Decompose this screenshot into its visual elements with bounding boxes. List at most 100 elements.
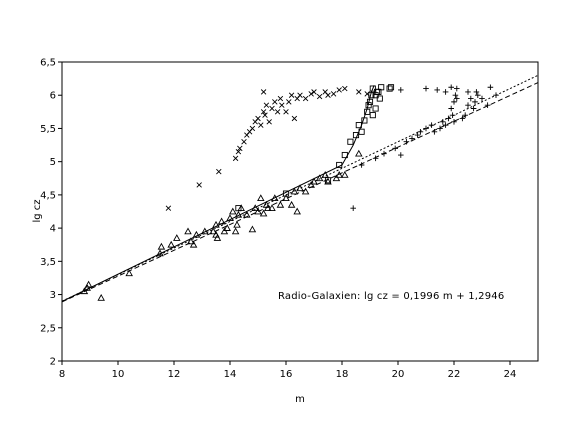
x-axis-label: m [295,394,305,405]
triangle-point [189,240,198,248]
plus-point [409,135,415,142]
x-tick-label: 22 [448,369,461,380]
plus-point [398,152,404,158]
cross-point [263,102,270,108]
x-tick-label: 14 [224,369,237,380]
cross-point [262,112,268,118]
triangle-point [201,227,209,235]
triangle-point [223,224,231,231]
fit-line-dashed [61,82,539,303]
cross-point [255,115,261,122]
y-tick-label: 2 [50,357,56,368]
square-point [365,102,372,109]
y-tick-label: 2,5 [40,323,56,334]
triangle-point [276,200,285,208]
x-tick-label: 16 [280,369,293,380]
cross-point [356,89,362,95]
plus-point [475,92,481,99]
triangle-point [264,204,272,212]
triangle-point [213,234,222,241]
square-point [355,122,362,129]
cross-point [336,87,342,93]
y-tick-label: 4 [50,224,56,235]
square-point [352,132,360,139]
triangle-point [335,171,343,178]
cross-point [330,91,337,97]
triangle-point [226,214,234,221]
square-point [235,205,242,212]
triangle-point [248,225,257,233]
plus-point [372,155,379,162]
x-tick-label: 18 [336,369,349,380]
triangle-point [287,200,296,208]
cross-point [196,182,202,188]
plus-point [358,162,365,168]
plus-point [448,84,454,91]
plus-point [437,125,443,132]
fit-line-dotted [61,74,539,302]
square-point [386,85,393,92]
plus-point [417,128,424,135]
plus-point [431,128,438,135]
plus-point [442,89,449,95]
cross-point [237,145,243,152]
square-point [369,85,376,92]
triangle-point [355,149,363,157]
triangle-point [290,187,299,195]
x-tick-label: 10 [112,369,125,380]
triangle-point [156,249,164,257]
cross-point [302,95,309,102]
plus-point [414,132,421,138]
cross-point [216,168,222,175]
x-tick-label: 8 [59,369,65,380]
plus-point [448,105,454,112]
square-point [372,105,379,112]
fit-line-solid [61,85,375,302]
triangle-point [217,217,226,225]
triangle-point [220,227,229,235]
cross-point [291,115,298,122]
plus-point [449,112,456,118]
cross-point [260,109,267,115]
triangle-point [307,180,315,188]
cross-point [274,109,281,115]
triangle-point [184,227,192,235]
cross-point [232,155,239,162]
plus-point [479,95,485,102]
cross-point [266,119,272,125]
triangle-point [243,210,251,218]
cross-point [165,205,172,211]
plus-point [459,115,466,122]
triangle-point [231,227,240,235]
plus-point [454,85,460,92]
plus-point [423,85,429,92]
plus-point [451,119,457,125]
cross-point [277,95,284,102]
cross-point [279,102,285,108]
triangle-point [324,177,332,185]
cross-point [241,139,247,145]
plus-point [454,95,460,102]
cross-point [249,125,256,132]
triangle-point [341,171,349,178]
cross-point [288,92,295,98]
x-tick-label: 12 [168,369,181,380]
cross-point [258,122,264,128]
square-point [336,161,343,169]
x-axis-ticks: 8 10 12 14 16 18 20 22 24 [59,361,516,380]
square-point [364,108,371,115]
square-point [361,117,368,124]
triangle-point [271,194,279,202]
square-point [282,190,290,197]
plus-point [465,102,471,108]
cross-point [283,109,289,115]
triangle-point [157,242,166,250]
y-tick-label: 5 [50,157,56,168]
square-point [341,151,348,159]
cross-point [235,148,242,155]
triangle-point [315,174,324,182]
plus-point [445,115,452,122]
square-point [387,84,395,91]
cross-point [311,89,317,95]
plus-point [423,125,429,132]
